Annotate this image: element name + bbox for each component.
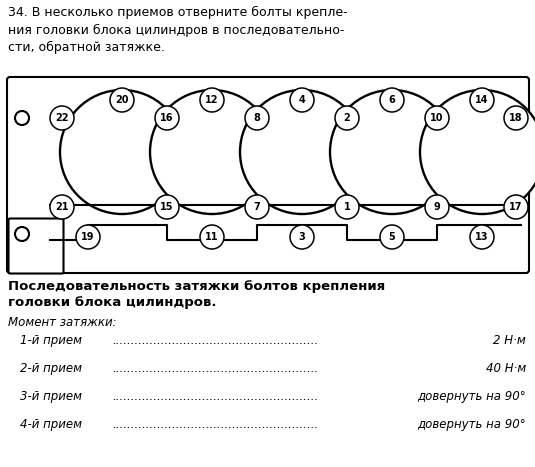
Text: довернуть на 90°: довернуть на 90° [417, 418, 526, 431]
Text: 17: 17 [509, 202, 523, 212]
Circle shape [290, 88, 314, 112]
Circle shape [200, 225, 224, 249]
Text: .......................................................: ........................................… [112, 334, 318, 347]
Text: 19: 19 [81, 232, 95, 242]
Circle shape [425, 195, 449, 219]
Text: 2: 2 [343, 113, 350, 123]
Text: 7: 7 [254, 202, 261, 212]
Text: .......................................................: ........................................… [112, 362, 318, 375]
FancyBboxPatch shape [7, 77, 529, 273]
Text: 8: 8 [254, 113, 261, 123]
Text: 5: 5 [388, 232, 395, 242]
Text: 34. В несколько приемов отверните болты крепле-
ния головки блока цилиндров в по: 34. В несколько приемов отверните болты … [8, 6, 348, 54]
Text: 1-й прием: 1-й прием [20, 334, 82, 347]
Circle shape [425, 106, 449, 130]
Text: 11: 11 [205, 232, 219, 242]
Text: 2-й прием: 2-й прием [20, 362, 82, 375]
Text: 6: 6 [388, 95, 395, 105]
Circle shape [504, 195, 528, 219]
Text: 4: 4 [299, 95, 305, 105]
Text: 12: 12 [205, 95, 219, 105]
Text: Последовательность затяжки болтов крепления: Последовательность затяжки болтов крепле… [8, 280, 385, 293]
FancyBboxPatch shape [9, 219, 64, 274]
Text: 4-й прием: 4-й прием [20, 418, 82, 431]
Circle shape [290, 225, 314, 249]
Text: довернуть на 90°: довернуть на 90° [417, 390, 526, 403]
Circle shape [110, 88, 134, 112]
Circle shape [76, 225, 100, 249]
Circle shape [504, 106, 528, 130]
Text: 18: 18 [509, 113, 523, 123]
Circle shape [15, 227, 29, 241]
Circle shape [50, 106, 74, 130]
Circle shape [155, 106, 179, 130]
Ellipse shape [150, 90, 274, 214]
Text: 40 Н·м: 40 Н·м [486, 362, 526, 375]
Text: 16: 16 [160, 113, 174, 123]
Circle shape [380, 88, 404, 112]
Text: Момент затяжки:: Момент затяжки: [8, 316, 117, 329]
Ellipse shape [330, 90, 454, 214]
Circle shape [470, 88, 494, 112]
Circle shape [335, 195, 359, 219]
Text: 21: 21 [55, 202, 69, 212]
Text: .......................................................: ........................................… [112, 418, 318, 431]
Text: 1: 1 [343, 202, 350, 212]
Text: 3-й прием: 3-й прием [20, 390, 82, 403]
Circle shape [245, 195, 269, 219]
Text: головки блока цилиндров.: головки блока цилиндров. [8, 296, 217, 309]
Text: .......................................................: ........................................… [112, 390, 318, 403]
Text: 20: 20 [115, 95, 129, 105]
Circle shape [380, 225, 404, 249]
Text: 3: 3 [299, 232, 305, 242]
Text: 2 Н·м: 2 Н·м [493, 334, 526, 347]
Circle shape [155, 195, 179, 219]
Ellipse shape [420, 90, 535, 214]
Ellipse shape [240, 90, 364, 214]
Circle shape [15, 111, 29, 125]
Circle shape [200, 88, 224, 112]
Circle shape [335, 106, 359, 130]
Text: 10: 10 [430, 113, 444, 123]
Text: 9: 9 [434, 202, 440, 212]
Text: 14: 14 [475, 95, 489, 105]
Text: 13: 13 [475, 232, 489, 242]
Text: 15: 15 [160, 202, 174, 212]
Text: 22: 22 [55, 113, 69, 123]
Ellipse shape [60, 90, 184, 214]
Circle shape [245, 106, 269, 130]
Circle shape [50, 195, 74, 219]
Circle shape [470, 225, 494, 249]
